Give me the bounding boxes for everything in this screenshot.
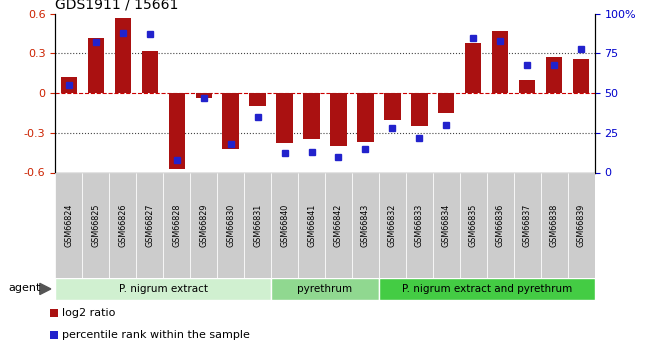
- Text: GSM66839: GSM66839: [577, 204, 586, 247]
- Bar: [465, 43, 482, 93]
- Bar: [60, 77, 77, 93]
- Bar: [55, 172, 83, 278]
- Bar: [109, 172, 136, 278]
- Text: GSM66827: GSM66827: [145, 203, 154, 247]
- Bar: [325, 172, 352, 278]
- Bar: [492, 31, 508, 93]
- Bar: [50, 309, 58, 317]
- Text: GSM66838: GSM66838: [550, 204, 559, 247]
- Bar: [88, 38, 104, 93]
- Text: GSM66833: GSM66833: [415, 204, 424, 247]
- Bar: [190, 172, 217, 278]
- Text: GSM66842: GSM66842: [334, 204, 343, 247]
- Bar: [222, 93, 239, 149]
- Text: GSM66824: GSM66824: [64, 204, 73, 247]
- Bar: [406, 172, 433, 278]
- Text: P. nigrum extract and pyrethrum: P. nigrum extract and pyrethrum: [402, 284, 572, 294]
- Text: GSM66831: GSM66831: [253, 204, 262, 247]
- Bar: [519, 80, 536, 93]
- Text: GSM66832: GSM66832: [388, 204, 397, 247]
- Bar: [168, 93, 185, 169]
- Text: agent: agent: [8, 283, 41, 293]
- Bar: [271, 172, 298, 278]
- Bar: [358, 93, 374, 142]
- Bar: [250, 93, 266, 106]
- Bar: [298, 172, 325, 278]
- Bar: [487, 172, 514, 278]
- Bar: [196, 93, 212, 98]
- Text: P. nigrum extract: P. nigrum extract: [119, 284, 207, 294]
- Text: GSM66834: GSM66834: [442, 204, 451, 247]
- Bar: [433, 172, 460, 278]
- Bar: [55, 278, 271, 300]
- Bar: [163, 172, 190, 278]
- Bar: [276, 93, 292, 144]
- Bar: [50, 331, 58, 339]
- Bar: [304, 93, 320, 139]
- Text: GSM66826: GSM66826: [118, 204, 127, 247]
- Bar: [114, 18, 131, 93]
- Bar: [411, 93, 428, 126]
- Text: GSM66837: GSM66837: [523, 204, 532, 247]
- Bar: [460, 172, 487, 278]
- Bar: [244, 172, 271, 278]
- Text: GSM66830: GSM66830: [226, 204, 235, 247]
- Bar: [217, 172, 244, 278]
- Bar: [546, 57, 562, 93]
- Bar: [82, 172, 109, 278]
- Text: GSM66828: GSM66828: [172, 204, 181, 247]
- Text: GSM66829: GSM66829: [199, 203, 208, 247]
- Polygon shape: [40, 283, 51, 295]
- Bar: [271, 278, 379, 300]
- Bar: [142, 51, 158, 93]
- Text: GDS1911 / 15661: GDS1911 / 15661: [55, 0, 179, 11]
- Text: pyrethrum: pyrethrum: [298, 284, 352, 294]
- Bar: [541, 172, 568, 278]
- Bar: [514, 172, 541, 278]
- Bar: [573, 59, 590, 93]
- Text: GSM66825: GSM66825: [91, 203, 100, 247]
- Text: GSM66836: GSM66836: [496, 204, 505, 247]
- Text: GSM66840: GSM66840: [280, 204, 289, 247]
- Bar: [136, 172, 163, 278]
- Text: GSM66843: GSM66843: [361, 204, 370, 247]
- Bar: [568, 172, 595, 278]
- Bar: [438, 93, 454, 113]
- Text: GSM66835: GSM66835: [469, 204, 478, 247]
- Text: GSM66841: GSM66841: [307, 204, 316, 247]
- Bar: [379, 278, 595, 300]
- Bar: [352, 172, 379, 278]
- Bar: [330, 93, 346, 146]
- Text: log2 ratio: log2 ratio: [62, 308, 116, 318]
- Bar: [379, 172, 406, 278]
- Text: percentile rank within the sample: percentile rank within the sample: [62, 330, 250, 340]
- Bar: [384, 93, 400, 120]
